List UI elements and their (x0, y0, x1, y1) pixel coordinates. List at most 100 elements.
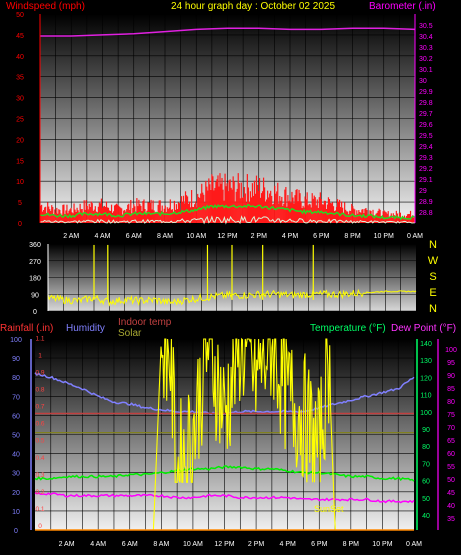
wind-y-tick-label: 30 (16, 96, 24, 103)
windgust-bar (125, 211, 127, 223)
temp-y-tick-label: 70 (422, 461, 430, 468)
windgust-bar (263, 187, 266, 223)
windgust-bar (315, 205, 317, 223)
temp-x-tick-label: 8 PM (343, 541, 360, 548)
windgust-bar (66, 204, 68, 223)
windgust-bar (282, 205, 284, 223)
windgust-bar (187, 203, 190, 223)
windgust-bar (144, 208, 146, 223)
windgust-bar (325, 208, 328, 223)
windgust-bar (281, 196, 283, 223)
windgust-bar (233, 181, 235, 223)
dew-y-tick-label: 70 (447, 425, 455, 432)
windgust-bar (378, 208, 380, 223)
dew-y-tick-label: 100 (445, 347, 457, 354)
windgust-bar (168, 207, 170, 223)
windgust-bar (266, 199, 268, 223)
windgust-bar (253, 180, 256, 223)
baro-y-tick-label: 30.2 (419, 56, 433, 63)
windgust-bar (241, 197, 243, 223)
windgust-bar (78, 212, 80, 223)
windgust-bar (237, 173, 239, 223)
humidity-y-tick-label: 20 (12, 490, 20, 497)
windgust-bar (262, 177, 265, 223)
dew-y-tick-label: 45 (447, 490, 455, 497)
windgust-bar (120, 207, 122, 223)
windgust-bar (257, 191, 260, 223)
windgust-bar (357, 213, 359, 223)
windgust-bar (215, 181, 217, 223)
windgust-bar (108, 210, 111, 223)
windgust-bar (350, 210, 352, 223)
wind-x-tick-label: 4 PM (282, 233, 299, 240)
windgust-bar (296, 189, 298, 223)
windgust-bar (255, 175, 258, 223)
windgust-bar (93, 209, 95, 223)
barometer-series (40, 27, 416, 37)
temp-y-tick-label: 90 (422, 427, 430, 434)
windgust-bar (308, 203, 310, 223)
compass-label: E (429, 287, 436, 299)
compass-label: W (428, 255, 439, 267)
windgust-bar (286, 206, 288, 223)
windgust-bar (146, 210, 148, 223)
windgust-bar (155, 211, 157, 223)
windgust-bar (50, 211, 52, 223)
windgust-bar (110, 204, 113, 223)
windgust-bar (333, 211, 336, 223)
windgust-bar (224, 173, 226, 223)
windgust-bar (239, 198, 241, 223)
dew-point-f-line (34, 492, 415, 504)
windgust-bar (240, 182, 242, 223)
left-axis-title: Windspeed (mph) (6, 1, 85, 12)
windgust-bar (397, 216, 399, 223)
windgust-bar (274, 185, 276, 223)
windgust-bar (410, 217, 413, 223)
wind-x-tick-label: 8 PM (344, 233, 361, 240)
windgust-bar (236, 188, 238, 223)
windgust-bar (172, 211, 174, 223)
windgust-bar (134, 206, 136, 223)
windgust-bar (218, 186, 220, 223)
windgust-bar (288, 201, 290, 223)
windgust-bar (43, 209, 45, 223)
windgust-bar (328, 199, 331, 223)
windgust-bar (220, 183, 222, 223)
windgust-bar (158, 200, 160, 223)
baro-y-tick-label: 29.5 (419, 133, 433, 140)
temp-x-tick-label: 6 PM (311, 541, 328, 548)
windgust-bar (389, 215, 391, 223)
windgust-bar (197, 193, 199, 223)
baro-y-tick-label: 29.6 (419, 122, 433, 129)
windgust-bar (341, 201, 343, 223)
compass-label: N (429, 239, 437, 251)
legend-humidity: Humidity (66, 323, 105, 334)
windgust-bar (359, 211, 361, 223)
rain-y-tick-label: 0.4 (35, 455, 44, 462)
windgust-bar (176, 209, 179, 223)
windgust-bar (84, 209, 86, 223)
windgust-bar (170, 209, 172, 223)
windgust-bar (290, 202, 292, 223)
wind-x-tick-label: 8 AM (157, 233, 173, 240)
humidity-y-tick-label: 30 (12, 471, 20, 478)
windgust-bar (402, 217, 405, 223)
windgust-bar (95, 211, 97, 223)
windgust-bar (401, 216, 404, 223)
windgust-bar (198, 197, 200, 223)
baro-y-tick-label: 29.7 (419, 111, 433, 118)
wind-x-tick-label: 0 AM (407, 233, 423, 240)
baro-y-tick-label: 30.5 (419, 23, 433, 30)
dew-y-tick-label: 75 (447, 412, 455, 419)
windgust-bar (143, 199, 145, 223)
windgust-bar (182, 195, 185, 223)
compass-label: S (429, 271, 436, 283)
windgust-bar (272, 204, 274, 223)
windgust-bar (107, 207, 110, 223)
windgust-bar (129, 209, 131, 223)
windgust-bar (104, 206, 107, 223)
dew-y-tick-label: 50 (447, 477, 455, 484)
windgust-bar (297, 201, 299, 223)
windgust-bar (244, 193, 246, 223)
